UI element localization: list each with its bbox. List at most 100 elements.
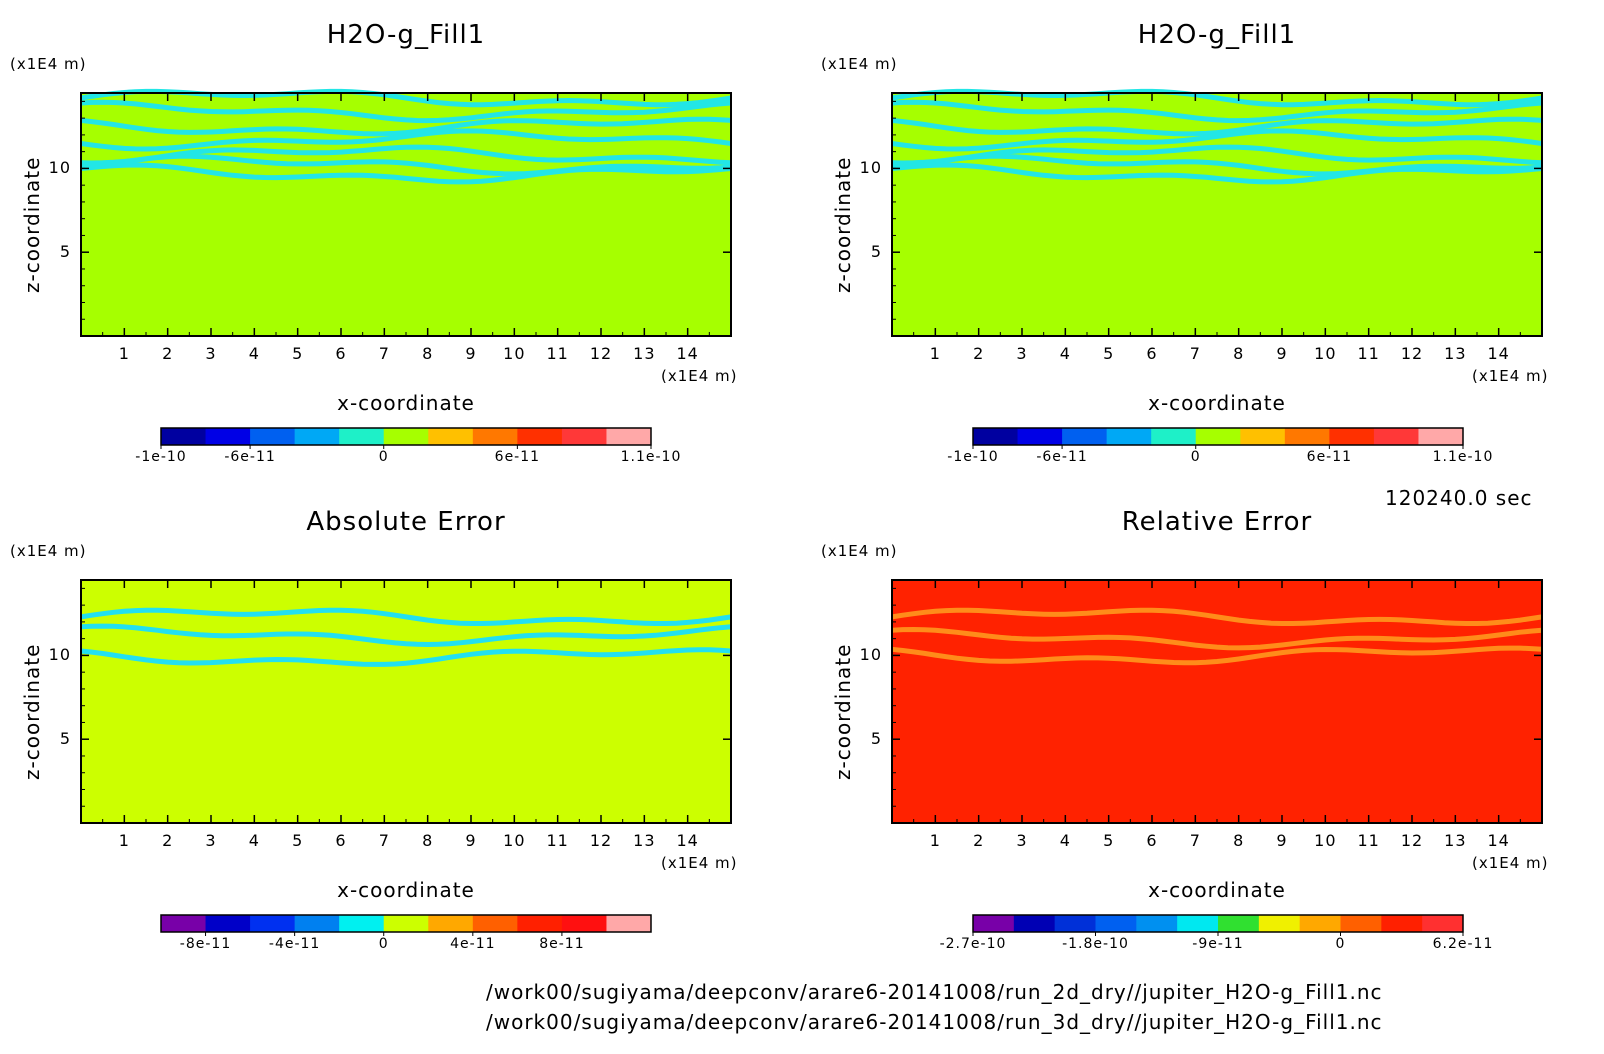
plot-title: H2O-g_Fill1 <box>1137 20 1297 50</box>
x-tick-label: 13 <box>633 831 656 850</box>
contour-band <box>80 607 732 626</box>
x-unit-label: (x1E4 m) <box>661 854 738 872</box>
x-tick-label: 9 <box>465 831 477 850</box>
x-tick-label: 6 <box>1146 831 1158 850</box>
colorbar-label: 0 <box>378 936 389 952</box>
plot-title: Absolute Error <box>306 507 506 537</box>
contour-band <box>80 99 732 124</box>
x-tick-label: 10 <box>1314 344 1337 363</box>
colorbar-label: 4e-11 <box>450 936 496 952</box>
z-axis-label: z-coordinate <box>20 643 44 780</box>
panel-4 <box>891 579 1543 824</box>
colorbar-bin <box>1240 428 1286 445</box>
contour-band <box>891 153 1543 177</box>
z-tick-label: 5 <box>870 242 882 262</box>
contour-band <box>891 128 1543 152</box>
contour-band <box>891 144 1543 166</box>
colorbar-bin <box>294 915 340 932</box>
x-tick-label: 4 <box>248 831 260 850</box>
x-tick-label: 13 <box>1444 344 1467 363</box>
x-tick-label: 12 <box>589 831 613 850</box>
plot-title: H2O-g_Fill1 <box>326 20 486 50</box>
colorbar-bin <box>561 428 607 445</box>
field-background <box>892 93 1542 336</box>
x-tick-label: 14 <box>676 831 699 850</box>
panel-2 <box>891 88 1543 337</box>
x-tick-label: 3 <box>1016 344 1028 363</box>
colorbar-bin <box>1095 915 1137 932</box>
x-tick-label: 11 <box>546 344 569 363</box>
contour-band <box>80 128 732 152</box>
x-axis-label: x-coordinate <box>337 391 475 415</box>
colorbar-bin <box>1329 428 1375 445</box>
colorbar-bin <box>1195 428 1241 445</box>
x-tick-label: 6 <box>335 831 347 850</box>
colorbar-bin <box>1258 915 1301 932</box>
x-tick-label: 13 <box>1444 831 1467 850</box>
field-background <box>81 93 731 336</box>
file-path-2: /work00/sugiyama/deepconv/arare6-2014100… <box>486 1010 1383 1034</box>
x-tick-label: 9 <box>1276 344 1288 363</box>
x-tick-label: 3 <box>205 831 217 850</box>
colorbar-bin <box>1017 428 1063 445</box>
colorbar-bin <box>383 915 429 932</box>
colorbar-bin <box>1299 915 1341 932</box>
x-tick-label: 10 <box>503 831 526 850</box>
x-axis-label: x-coordinate <box>1148 391 1286 415</box>
z-tick-label: 10 <box>48 158 71 178</box>
contour-band <box>80 623 732 648</box>
colorbar-label: -2.7e-10 <box>939 936 1007 952</box>
colorbar-label: 0 <box>378 449 389 465</box>
colorbar-bin <box>1177 915 1219 932</box>
x-tick-label: 14 <box>676 344 699 363</box>
colorbar-label: 0 <box>1190 449 1201 465</box>
colorbar-bin <box>1284 428 1330 445</box>
x-tick-label: 8 <box>422 831 434 850</box>
contour-band <box>80 162 732 185</box>
x-tick-label: 8 <box>1233 344 1245 363</box>
colorbar-bin <box>428 915 474 932</box>
colorbar-bin <box>1218 915 1260 932</box>
colorbar-label: 1.1e-10 <box>1432 449 1494 465</box>
x-tick-label: 10 <box>503 344 526 363</box>
colorbar-bin <box>1151 428 1197 445</box>
x-tick-label: 10 <box>1314 831 1337 850</box>
x-tick-label: 14 <box>1487 344 1510 363</box>
x-tick-label: 2 <box>162 831 174 850</box>
x-tick-label: 2 <box>973 344 985 363</box>
colorbar-bin <box>606 915 652 932</box>
colorbar-label: 1.1e-10 <box>620 449 682 465</box>
colorbar-bin <box>339 428 385 445</box>
x-tick-label: 8 <box>422 344 434 363</box>
colorbar-bin <box>161 428 207 445</box>
x-tick-label: 9 <box>1276 831 1288 850</box>
z-axis-label: z-coordinate <box>831 156 855 293</box>
x-tick-label: 5 <box>1103 831 1115 850</box>
colorbar-bin <box>472 428 518 445</box>
x-tick-label: 1 <box>929 344 941 363</box>
contour-band <box>891 162 1543 185</box>
x-tick-label: 7 <box>378 344 390 363</box>
colorbar-frame <box>160 914 652 933</box>
x-unit-label: (x1E4 m) <box>1472 367 1549 385</box>
x-tick-label: 5 <box>292 344 304 363</box>
colorbar-label: 6.2e-11 <box>1432 936 1494 952</box>
colorbar-bin <box>1381 915 1423 932</box>
x-tick-label: 4 <box>1059 831 1071 850</box>
x-unit-label: (x1E4 m) <box>1472 854 1549 872</box>
contour-band <box>891 626 1543 651</box>
contour-band <box>891 116 1543 137</box>
colorbar-bin <box>1422 915 1464 932</box>
colorbar-bin <box>205 428 251 445</box>
z-axis-label: z-coordinate <box>831 643 855 780</box>
x-tick-label: 12 <box>1400 831 1424 850</box>
x-tick-label: 6 <box>335 344 347 363</box>
contour-band <box>80 153 732 177</box>
colorbar-label: -1.8e-10 <box>1062 936 1129 952</box>
contour-band <box>891 645 1543 666</box>
z-tick-label: 5 <box>59 242 71 262</box>
colorbar-bin <box>1106 428 1152 445</box>
x-tick-label: 3 <box>205 344 217 363</box>
colorbar-label: -6e-11 <box>224 449 276 465</box>
file-path-1: /work00/sugiyama/deepconv/arare6-2014100… <box>486 980 1383 1004</box>
